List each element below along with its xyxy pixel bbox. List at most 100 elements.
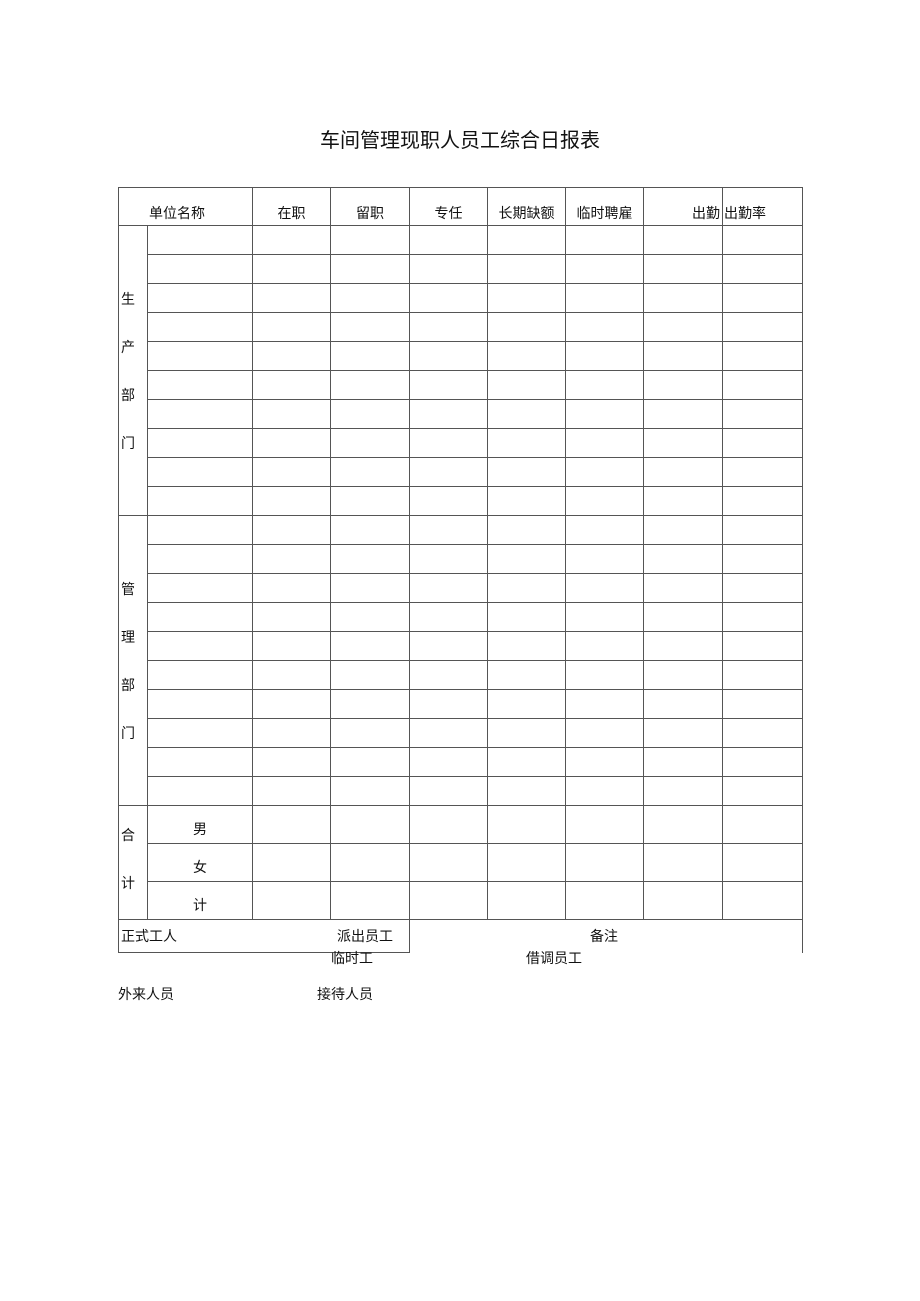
table-cell[interactable] [147,631,253,661]
table-cell[interactable] [565,254,644,284]
table-cell[interactable] [330,747,410,777]
table-cell[interactable] [409,747,488,777]
table-cell[interactable] [722,747,803,777]
table-cell[interactable] [252,312,331,342]
table-cell[interactable] [565,689,644,719]
table-cell[interactable] [643,370,723,400]
table-cell[interactable] [409,399,488,429]
table-cell[interactable] [722,312,803,342]
table-cell[interactable] [565,428,644,458]
table-cell[interactable] [252,515,331,545]
table-cell[interactable] [147,544,253,574]
table-cell[interactable] [252,254,331,284]
table-cell[interactable] [330,486,410,516]
table-cell[interactable] [487,341,566,371]
table-cell[interactable] [487,689,566,719]
table-cell[interactable] [147,428,253,458]
table-cell[interactable] [409,515,488,545]
table-cell[interactable] [252,747,331,777]
table-cell[interactable] [252,631,331,661]
table-cell[interactable] [409,776,488,806]
table-cell[interactable] [722,602,803,632]
table-cell[interactable] [565,370,644,400]
table-cell[interactable] [487,881,566,920]
table-cell[interactable] [147,573,253,603]
table-cell[interactable] [330,225,410,255]
table-cell[interactable] [252,573,331,603]
table-cell[interactable] [643,515,723,545]
table-cell[interactable] [330,689,410,719]
table-cell[interactable] [487,370,566,400]
table-cell[interactable] [722,283,803,313]
table-cell[interactable] [565,486,644,516]
table-cell[interactable] [409,341,488,371]
table-cell[interactable] [252,544,331,574]
table-cell[interactable] [330,254,410,284]
table-cell[interactable] [330,881,410,920]
table-cell[interactable] [252,486,331,516]
table-cell[interactable] [722,544,803,574]
table-cell[interactable] [487,457,566,487]
table-cell[interactable] [487,515,566,545]
table-cell[interactable] [330,631,410,661]
table-cell[interactable] [565,660,644,690]
table-cell[interactable] [565,312,644,342]
table-cell[interactable] [722,843,803,882]
table-cell[interactable] [147,747,253,777]
table-cell[interactable] [487,428,566,458]
table-cell[interactable] [565,718,644,748]
table-cell[interactable] [409,718,488,748]
table-cell[interactable] [409,486,488,516]
table-cell[interactable] [643,428,723,458]
table-cell[interactable] [147,660,253,690]
table-cell[interactable] [722,370,803,400]
table-cell[interactable] [643,312,723,342]
table-cell[interactable] [409,805,488,844]
table-cell[interactable] [330,399,410,429]
table-cell[interactable] [252,283,331,313]
table-cell[interactable] [409,370,488,400]
table-cell[interactable] [147,457,253,487]
table-cell[interactable] [722,881,803,920]
table-cell[interactable] [409,312,488,342]
table-cell[interactable] [487,631,566,661]
table-cell[interactable] [147,776,253,806]
table-cell[interactable] [487,312,566,342]
table-cell[interactable] [487,399,566,429]
table-cell[interactable] [330,457,410,487]
table-cell[interactable] [147,515,253,545]
table-cell[interactable] [565,341,644,371]
table-cell[interactable] [643,689,723,719]
table-cell[interactable] [565,631,644,661]
table-cell[interactable] [147,718,253,748]
table-cell[interactable] [487,602,566,632]
table-cell[interactable] [722,428,803,458]
table-cell[interactable] [643,631,723,661]
table-cell[interactable] [330,312,410,342]
table-cell[interactable] [487,776,566,806]
remarks-cell[interactable]: 备注 [409,919,803,953]
table-cell[interactable] [330,341,410,371]
table-cell[interactable] [330,515,410,545]
table-cell[interactable] [643,283,723,313]
table-cell[interactable] [565,776,644,806]
table-cell[interactable] [409,843,488,882]
table-cell[interactable] [722,341,803,371]
table-cell[interactable] [722,660,803,690]
table-cell[interactable] [409,881,488,920]
table-cell[interactable] [147,486,253,516]
table-cell[interactable] [330,283,410,313]
table-cell[interactable] [147,689,253,719]
table-cell[interactable] [409,573,488,603]
table-cell[interactable] [147,399,253,429]
table-cell[interactable] [252,689,331,719]
table-cell[interactable] [252,881,331,920]
table-cell[interactable] [147,341,253,371]
table-cell[interactable] [643,660,723,690]
table-cell[interactable] [409,283,488,313]
table-cell[interactable] [252,602,331,632]
table-cell[interactable] [252,225,331,255]
table-cell[interactable] [252,370,331,400]
table-cell[interactable] [487,573,566,603]
table-cell[interactable] [330,602,410,632]
